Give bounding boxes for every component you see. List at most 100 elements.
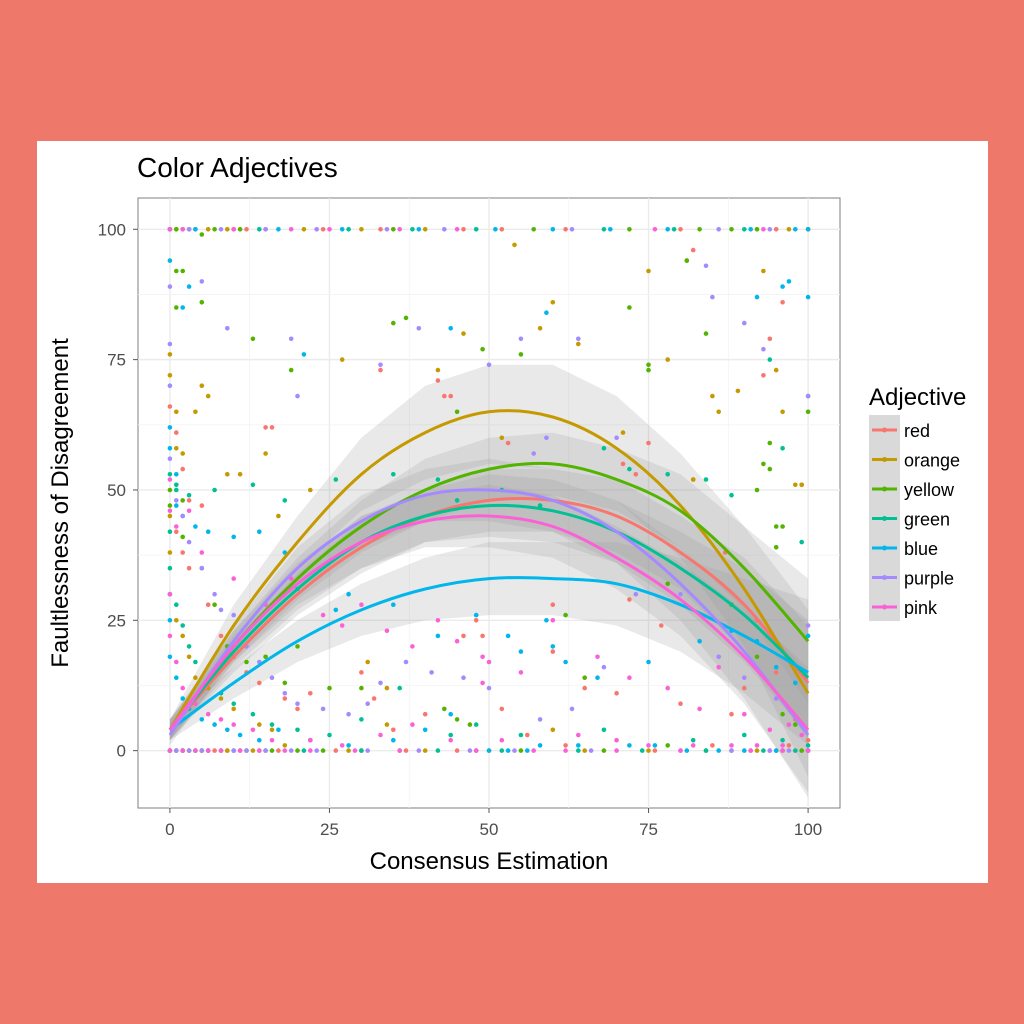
point-yellow [199, 232, 205, 237]
legend-label-yellow: yellow [904, 480, 955, 500]
point-blue [416, 227, 422, 232]
point-blue [212, 722, 217, 727]
point-orange [276, 513, 281, 519]
y-tick-label: 75 [107, 351, 126, 370]
point-red [205, 602, 211, 607]
point-orange [665, 357, 670, 362]
legend-title: Adjective [869, 384, 966, 411]
fit-line-green [168, 503, 810, 731]
point-pink [716, 664, 721, 670]
point-orange [167, 373, 173, 378]
point-blue [748, 227, 753, 232]
point-pink [327, 227, 332, 232]
point-pink [339, 743, 345, 748]
point-yellow [174, 305, 179, 310]
point-orange [346, 748, 351, 753]
legend-key-point-green [882, 516, 887, 521]
legend-label-pink: pink [904, 598, 938, 618]
point-purple [346, 711, 351, 717]
point-purple [218, 227, 224, 232]
point-yellow [403, 315, 409, 321]
point-purple [199, 748, 205, 753]
point-orange [384, 685, 390, 691]
point-blue [773, 664, 779, 670]
point-blue [346, 591, 351, 597]
point-yellow [237, 227, 243, 232]
point-green [391, 472, 396, 477]
point-purple [365, 701, 371, 706]
point-yellow [601, 748, 607, 753]
y-tick-label: 25 [107, 611, 126, 630]
point-orange [180, 633, 185, 639]
point-blue [257, 529, 262, 534]
point-pink [754, 743, 760, 748]
point-orange [461, 331, 466, 336]
point-purple [518, 336, 524, 342]
point-orange [365, 659, 371, 665]
point-yellow [627, 227, 632, 232]
chart: Color Adjectives 0 25 50 75 100 0 25 50 75 100 Co… [47, 152, 966, 875]
point-green [174, 487, 179, 493]
point-purple [378, 680, 383, 686]
point-red [403, 748, 409, 753]
point-blue [167, 654, 173, 660]
point-blue [391, 602, 396, 607]
point-orange [620, 430, 626, 435]
point-orange [282, 743, 288, 748]
point-pink [167, 748, 173, 753]
point-purple [365, 748, 371, 753]
fit-line-red [168, 496, 810, 731]
point-purple [442, 227, 447, 232]
point-red [678, 701, 683, 706]
point-purple [486, 362, 492, 368]
point-pink [308, 748, 313, 753]
point-pink [397, 748, 403, 753]
point-green [473, 227, 479, 232]
point-red [174, 529, 179, 534]
point-blue [652, 743, 658, 748]
point-blue [422, 727, 428, 733]
point-red [167, 404, 173, 409]
point-yellow [703, 331, 709, 336]
point-red [805, 737, 811, 743]
point-orange [225, 472, 230, 477]
axis-ticks: 0 25 50 75 100 0 25 50 75 100 [98, 220, 823, 839]
point-blue [550, 227, 556, 232]
point-orange [174, 446, 179, 451]
point-blue [174, 503, 179, 508]
point-yellow [646, 362, 651, 368]
point-orange [780, 409, 785, 415]
point-orange [384, 722, 390, 727]
point-green [690, 737, 696, 743]
point-orange [308, 487, 313, 493]
point-red [199, 503, 205, 508]
point-red [320, 227, 326, 232]
point-red [448, 393, 454, 399]
point-blue [805, 227, 811, 232]
point-red [678, 227, 683, 232]
point-blue [257, 737, 262, 743]
point-purple [588, 748, 594, 753]
point-red [550, 602, 556, 607]
point-yellow [327, 685, 332, 691]
legend-label-green: green [904, 510, 950, 530]
point-orange [167, 352, 173, 357]
point-purple [773, 696, 779, 701]
point-pink [531, 748, 536, 753]
point-yellow [805, 409, 811, 415]
point-orange [550, 300, 556, 305]
point-purple [218, 607, 224, 613]
point-green [703, 477, 709, 482]
point-yellow [212, 227, 217, 232]
point-purple [263, 748, 268, 753]
point-orange [690, 477, 696, 482]
point-orange [174, 618, 179, 623]
point-pink [167, 227, 173, 232]
point-green [212, 487, 217, 493]
confidence-band-yellow [169, 432, 809, 741]
point-pink [167, 477, 173, 482]
point-green [250, 711, 256, 717]
point-red [563, 743, 568, 748]
point-orange [186, 654, 192, 660]
point-orange [576, 341, 581, 347]
